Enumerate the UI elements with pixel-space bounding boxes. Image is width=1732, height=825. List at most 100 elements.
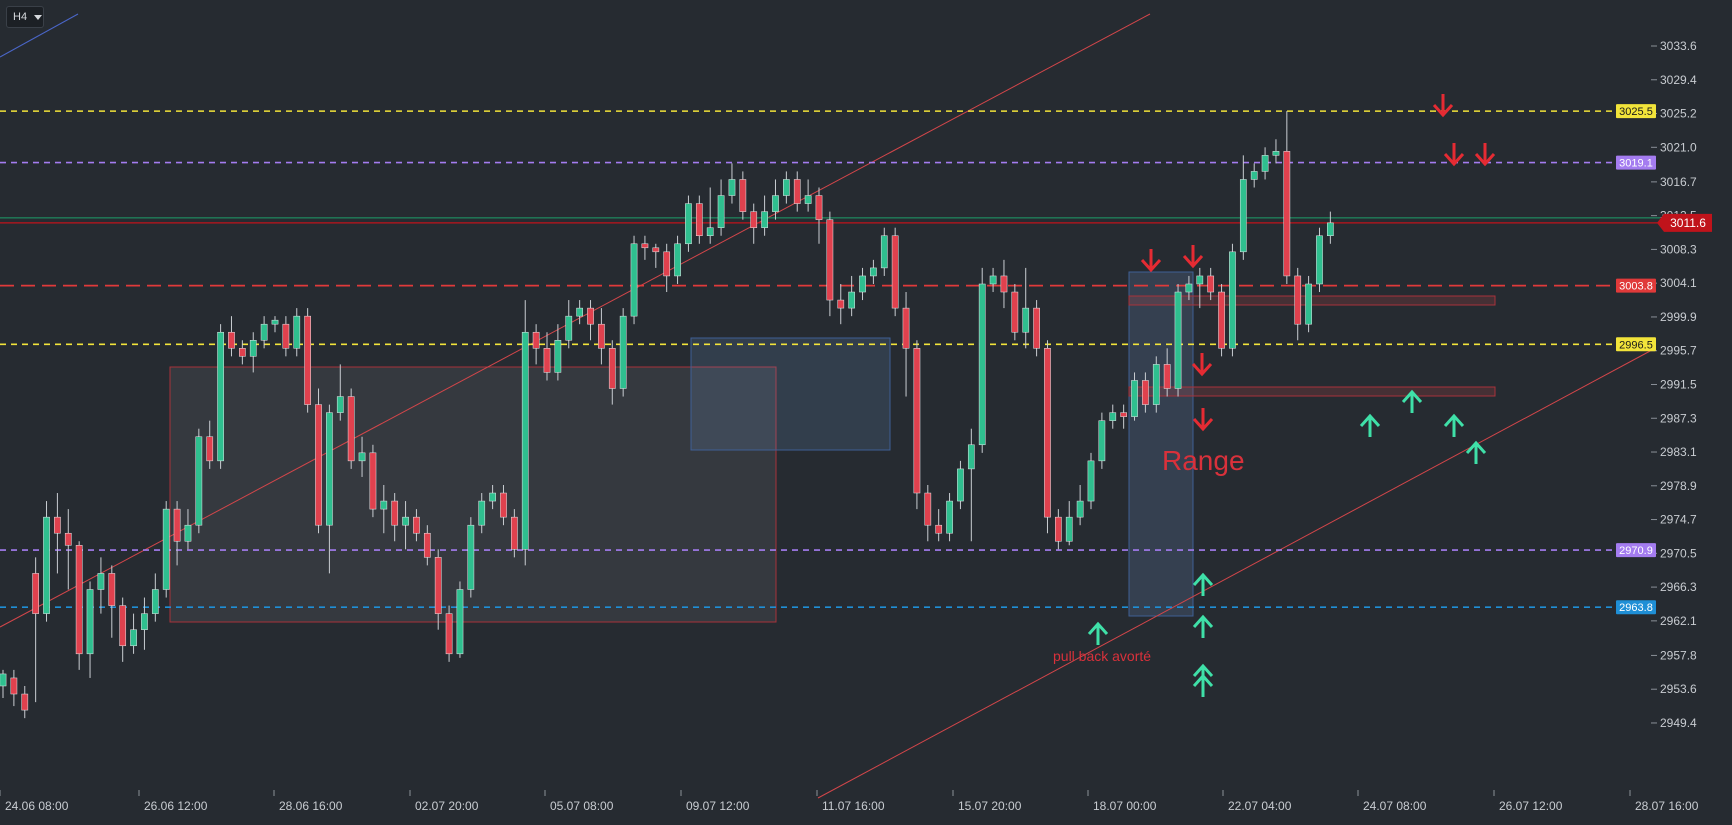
candle (826, 211, 834, 317)
svg-text:2949.4: 2949.4 (1660, 716, 1697, 730)
candle (456, 581, 464, 658)
candle (43, 501, 50, 622)
candle (391, 493, 399, 542)
svg-text:2996.5: 2996.5 (1619, 339, 1653, 351)
candle (815, 187, 823, 244)
arrow-down-icon (1474, 143, 1496, 167)
timeframe-label: H4 (13, 11, 28, 23)
y-tick: 2999.9 (1651, 310, 1697, 324)
candle (880, 227, 888, 276)
candle (619, 308, 627, 397)
current-price-tag: 3011.6 (1657, 213, 1712, 232)
trendline-lower (817, 349, 1653, 799)
candle (500, 484, 507, 526)
svg-text:26.06 12:00: 26.06 12:00 (144, 799, 208, 813)
candle (663, 243, 671, 293)
svg-text:02.07 20:00: 02.07 20:00 (415, 799, 479, 813)
trendline-upper (0, 13, 1151, 628)
price-axis[interactable]: 3033.63029.43025.23021.03016.73012.53008… (1651, 39, 1697, 730)
svg-text:2966.3: 2966.3 (1660, 580, 1697, 594)
candle (837, 283, 845, 325)
candle (97, 557, 105, 614)
candle (978, 267, 986, 453)
svg-text:3003.8: 3003.8 (1619, 281, 1653, 293)
svg-text:24.06 08:00: 24.06 08:00 (5, 799, 69, 813)
candle (924, 484, 932, 542)
price-tag-purple: 3019.1 (1616, 155, 1656, 170)
candle (793, 171, 801, 212)
candle (1250, 163, 1258, 188)
candle (739, 171, 747, 220)
candle (695, 195, 703, 244)
x-tick: 11.07 16:00 (816, 790, 885, 813)
candle (413, 509, 420, 542)
y-tick: 2978.9 (1651, 479, 1697, 493)
candle (1316, 227, 1323, 293)
candle (0, 669, 7, 699)
candle (772, 179, 779, 220)
candle (641, 235, 649, 260)
candle (750, 203, 758, 244)
svg-text:2995.7: 2995.7 (1660, 344, 1697, 358)
candle (445, 605, 453, 662)
y-tick: 3033.6 (1651, 39, 1697, 53)
y-tick: 2966.3 (1651, 580, 1697, 594)
svg-text:3033.6: 3033.6 (1660, 39, 1697, 53)
x-tick: 28.06 16:00 (273, 790, 343, 813)
candle (1142, 372, 1149, 413)
arrow-down-icon (1182, 245, 1204, 269)
svg-text:3011.6: 3011.6 (1670, 216, 1706, 230)
svg-text:3021.0: 3021.0 (1660, 140, 1697, 154)
svg-text:3004.1: 3004.1 (1660, 276, 1697, 290)
time-axis[interactable]: 24.06 08:00 26.06 12:00 28.06 16:00 02.07 2… (0, 790, 1699, 813)
candle (260, 316, 268, 349)
x-tick: 26.06 12:00 (138, 790, 208, 813)
candle (217, 324, 224, 469)
arrow-up-icon (1401, 389, 1423, 413)
candle (336, 364, 344, 421)
candle (1305, 275, 1312, 333)
svg-text:3029.4: 3029.4 (1660, 73, 1697, 87)
candle (674, 235, 681, 284)
svg-text:2970.5: 2970.5 (1660, 546, 1697, 560)
price-tag-yellow: 3025.5 (1616, 104, 1656, 119)
arrow-up-icon (1192, 663, 1214, 687)
candle (423, 525, 431, 566)
svg-text:2962.1: 2962.1 (1660, 614, 1697, 628)
candle (1261, 147, 1269, 180)
svg-text:2957.8: 2957.8 (1660, 648, 1697, 662)
x-tick: 09.07 12:00 (680, 790, 750, 813)
candle (1327, 211, 1334, 244)
candle (402, 501, 409, 550)
svg-text:2983.1: 2983.1 (1660, 445, 1697, 459)
svg-text:2999.9: 2999.9 (1660, 310, 1697, 324)
svg-text:28.06 16:00: 28.06 16:00 (279, 799, 343, 813)
candle (804, 179, 812, 212)
candle (902, 292, 910, 397)
candle (467, 517, 475, 598)
timeframe-dropdown[interactable]: H4 (6, 6, 44, 28)
resistance-band (1128, 295, 1496, 306)
arrow-up-icon (1087, 621, 1109, 645)
svg-text:28.07 16:00: 28.07 16:00 (1635, 799, 1699, 813)
candle (783, 171, 790, 204)
candle (282, 316, 290, 357)
candle (935, 509, 943, 542)
candle (434, 549, 442, 630)
svg-text:2974.7: 2974.7 (1660, 513, 1697, 527)
chevron-down-icon (34, 14, 43, 20)
candle (206, 420, 214, 469)
candle (957, 460, 964, 510)
candle (608, 340, 616, 405)
candle (565, 300, 573, 349)
candle (1283, 111, 1291, 284)
arrow-down-icon (1192, 408, 1214, 432)
x-tick: 24.06 08:00 (0, 790, 69, 813)
candle (652, 243, 660, 268)
x-tick: 05.07 08:00 (544, 790, 614, 813)
candle (489, 484, 496, 510)
svg-text:3025.2: 3025.2 (1660, 107, 1697, 121)
candle (249, 332, 257, 373)
